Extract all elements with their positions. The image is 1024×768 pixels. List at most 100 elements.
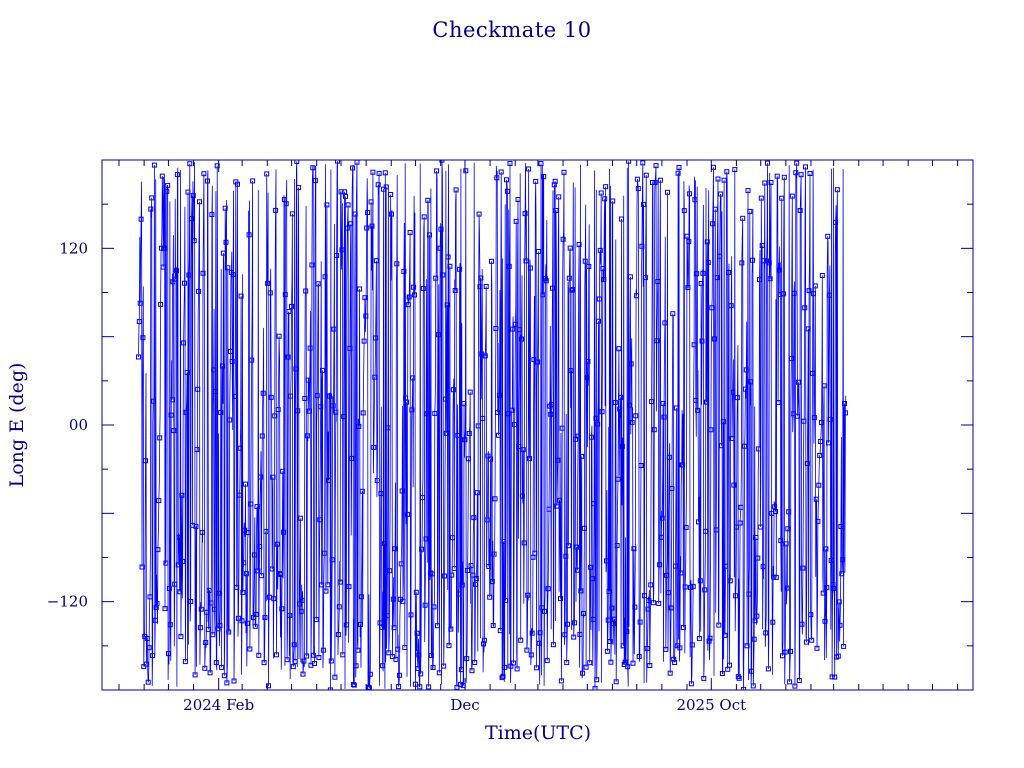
data-point: [660, 401, 666, 406]
data-point: [702, 587, 708, 593]
data-point: [616, 346, 622, 352]
data-point: [569, 287, 575, 293]
data-point: [676, 165, 682, 170]
data-point: [159, 173, 165, 179]
data-point: [199, 529, 205, 535]
data-point: [549, 401, 555, 407]
data-point: [546, 506, 552, 512]
data-point: [684, 233, 690, 239]
data-point: [294, 160, 300, 164]
data-point: [365, 210, 371, 215]
data-point: [818, 439, 824, 444]
data-point: [155, 547, 161, 553]
data-point: [399, 488, 405, 494]
data-point: [640, 160, 646, 166]
data-point: [371, 444, 377, 450]
data-point: [272, 413, 278, 419]
axis-ticks: [102, 160, 973, 690]
data-point: [576, 242, 582, 247]
data-point: [348, 221, 354, 227]
data-point: [562, 632, 568, 638]
data-point: [594, 677, 600, 683]
data-point: [803, 164, 808, 170]
data-point: [457, 266, 463, 272]
data-point: [201, 171, 207, 177]
data-point: [409, 407, 415, 413]
data-point: [146, 645, 152, 651]
data-point: [475, 423, 481, 429]
data-point: [341, 414, 347, 419]
data-point: [632, 604, 638, 610]
data-point: [359, 488, 365, 494]
data-point: [334, 253, 340, 258]
data-point: [145, 679, 151, 685]
data-point: [284, 657, 290, 663]
data-point: [756, 446, 762, 452]
data-point: [527, 456, 532, 462]
data-point: [290, 664, 296, 670]
data-point: [767, 276, 773, 282]
data-point: [432, 410, 438, 416]
data-point: [805, 326, 811, 332]
data-point: [534, 665, 540, 671]
data-point: [466, 456, 471, 462]
data-point: [710, 221, 716, 227]
data-point: [680, 462, 686, 468]
data-point: [463, 168, 469, 174]
data-point: [408, 612, 414, 618]
data-point: [357, 286, 363, 292]
data-point: [295, 408, 301, 414]
data-point: [595, 421, 601, 427]
data-point: [289, 303, 294, 309]
data-point: [726, 270, 732, 275]
data-point: [558, 678, 564, 684]
data-point: [520, 447, 526, 453]
data-point: [529, 630, 535, 636]
data-point: [389, 211, 394, 217]
data-point: [405, 302, 411, 308]
data-point: [770, 619, 776, 625]
data-point: [774, 173, 780, 179]
data-point: [331, 326, 337, 332]
data-point: [811, 415, 817, 421]
data-point: [808, 612, 814, 618]
data-point: [363, 313, 369, 319]
data-point: [190, 193, 196, 199]
data-point: [158, 301, 164, 307]
data-point: [842, 410, 848, 416]
data-point: [151, 398, 156, 404]
data-point: [682, 584, 688, 590]
data-point: [738, 504, 744, 510]
data-point: [641, 202, 647, 207]
data-point: [159, 245, 164, 251]
data-point: [787, 679, 793, 685]
data-point: [301, 658, 307, 664]
data-point: [747, 208, 753, 214]
data-point: [637, 619, 643, 625]
data-point: [833, 219, 839, 225]
data-point: [794, 160, 800, 166]
data-point: [483, 284, 489, 289]
data-point: [288, 393, 294, 399]
data-point: [638, 463, 644, 468]
data-point: [561, 169, 567, 175]
data-point: [491, 551, 497, 557]
y-tick-label: −120: [47, 593, 88, 611]
data-point: [720, 419, 726, 425]
data-point: [588, 434, 594, 440]
data-point: [249, 357, 255, 363]
data-point: [260, 390, 266, 396]
data-point: [658, 534, 664, 540]
data-point: [781, 174, 787, 180]
data-point: [160, 264, 166, 270]
data-point: [339, 247, 345, 253]
data-point: [712, 206, 718, 212]
data-point: [291, 642, 297, 648]
data-point: [540, 292, 546, 298]
data-point: [299, 597, 305, 603]
data-point: [392, 546, 398, 552]
data-point: [330, 403, 336, 409]
data-point: [633, 413, 639, 419]
data-point: [642, 275, 648, 281]
data-point: [489, 258, 494, 264]
